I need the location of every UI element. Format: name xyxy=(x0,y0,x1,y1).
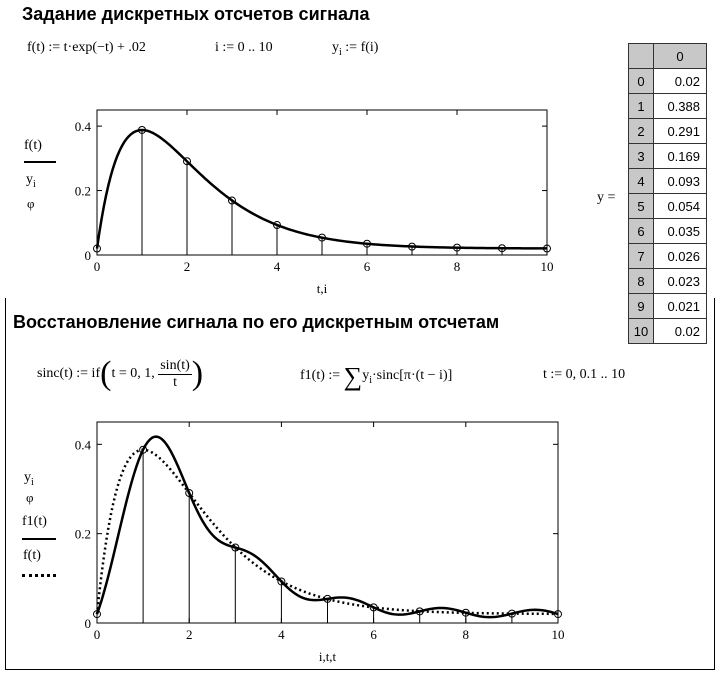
plot2-ylabel-f: f(t) xyxy=(23,548,41,563)
formula-t-range[interactable]: t := 0, 0.1 .. 10 xyxy=(543,367,626,382)
matrix-row-index: 9 xyxy=(628,293,654,319)
sinc-fraction: sin(t) t xyxy=(158,357,192,390)
matrix-row-index: 5 xyxy=(628,193,654,219)
matrix-row: 3 0.169 xyxy=(628,143,707,169)
sinc-cond: t = 0, 1, xyxy=(111,366,155,381)
plot1-marker-legend-icon: φ xyxy=(27,196,35,211)
matrix-cell[interactable]: 0.054 xyxy=(653,193,707,219)
y-tick-label: 0.2 xyxy=(75,184,91,199)
x-tick-label: 0 xyxy=(94,627,101,642)
plot1-ylabel-f: f(t) xyxy=(24,138,42,153)
plot-frame xyxy=(96,109,548,256)
formula-y-definition[interactable]: yi := f(i) xyxy=(332,40,378,58)
formula-f-definition[interactable]: f(t) := t·exp(−t) + .02 xyxy=(27,40,146,55)
sum-symbol: ∑ xyxy=(343,362,363,391)
matrix-row-index: 8 xyxy=(628,268,654,294)
series-line-f1 xyxy=(95,435,559,619)
plot2-chart[interactable]: 0 2 4 6 8 10 0 0.2 0.4 i,t,t xyxy=(60,410,580,676)
matrix-row: 0 0.02 xyxy=(628,68,707,94)
x-axis-label: t,i xyxy=(317,281,328,296)
x-tick-label: 6 xyxy=(364,259,371,274)
y-tick-label: 0.4 xyxy=(75,437,92,452)
plot1-legend-solid xyxy=(24,161,56,163)
matrix-row: 4 0.093 xyxy=(628,168,707,194)
plot2-legend-solid xyxy=(22,538,56,540)
sample-point xyxy=(183,157,191,166)
plot2-legend-dotted xyxy=(22,574,56,577)
x-axis-label: i,t,t xyxy=(319,649,337,664)
plot2-ylabel-f1: f1(t) xyxy=(22,514,47,529)
y-tick-label: 0.4 xyxy=(75,119,92,134)
matrix-cell[interactable]: 0.021 xyxy=(653,293,707,319)
matrix-row-index: 1 xyxy=(628,93,654,119)
matrix-row-index: 10 xyxy=(628,318,654,344)
matrix-cell[interactable]: 0.169 xyxy=(653,143,707,169)
matrix-row: 8 0.023 xyxy=(628,268,707,294)
x-tick-label: 0 xyxy=(94,259,101,274)
matrix-cell[interactable]: 0.291 xyxy=(653,118,707,144)
matrix-cell[interactable]: 0.035 xyxy=(653,218,707,244)
matrix-row-index: 0 xyxy=(628,68,654,94)
matrix-cell[interactable]: 0.093 xyxy=(653,168,707,194)
formula-f1-definition[interactable]: f1(t) := ∑yi·sinc[π·(t − i)] xyxy=(300,362,453,391)
x-tick-label: 4 xyxy=(274,259,281,274)
plot1-ylabel-y: yi xyxy=(26,172,36,190)
matrix-label: y = xyxy=(597,190,616,205)
plot2-ylabel-y: yi xyxy=(24,470,34,488)
x-tick-label: 4 xyxy=(278,627,285,642)
matrix-row: 1 0.388 xyxy=(628,93,707,119)
matrix-cell[interactable]: 0.02 xyxy=(653,318,707,344)
formula-i-range[interactable]: i := 0 .. 10 xyxy=(215,40,273,55)
y-def-rhs: := f(i) xyxy=(341,40,379,55)
matrix-row-index: 3 xyxy=(628,143,654,169)
matrix-row-index: 4 xyxy=(628,168,654,194)
matrix-cell[interactable]: 0.023 xyxy=(653,268,707,294)
matrix-row: 2 0.291 xyxy=(628,118,707,144)
matrix-cell[interactable]: 0.388 xyxy=(653,93,707,119)
heading-reconstruction: Восстановление сигнала по его дискретным… xyxy=(13,312,500,332)
sample-point xyxy=(277,577,286,586)
y-tick-label: 0 xyxy=(85,616,92,631)
sinc-paren-close: ) xyxy=(191,355,204,392)
matrix-corner xyxy=(628,43,654,69)
sinc-paren-open: ( xyxy=(100,355,112,392)
x-tick-label: 8 xyxy=(454,259,461,274)
matrix-row-index: 6 xyxy=(628,218,654,244)
series-line-f xyxy=(95,448,559,616)
x-tick-label: 6 xyxy=(370,627,377,642)
plot1-chart[interactable]: 0 2 4 6 8 10 0 0.2 0.4 t,i xyxy=(60,95,580,305)
matrix-cell[interactable]: 0.026 xyxy=(653,243,707,269)
y-tick-label: 0.2 xyxy=(75,527,91,542)
x-tick-label: 2 xyxy=(184,259,191,274)
matrix-row: 5 0.054 xyxy=(628,193,707,219)
matrix-column-header: 0 xyxy=(653,43,707,69)
matrix-y[interactable]: 0 0 0.02 1 0.388 2 0.291 3 0.169 4 0.093 5 0.054 6 0.… xyxy=(628,43,707,344)
formula-sinc-definition[interactable]: sinc(t) := if(t = 0, 1, sin(t) t) xyxy=(37,355,203,403)
matrix-row: 6 0.035 xyxy=(628,218,707,244)
x-tick-label: 10 xyxy=(541,259,554,274)
x-tick-label: 10 xyxy=(552,627,565,642)
matrix-row: 7 0.026 xyxy=(628,243,707,269)
plot2-marker-legend-icon: φ xyxy=(26,490,34,505)
x-tick-label: 8 xyxy=(463,627,470,642)
sample-point xyxy=(185,489,194,498)
matrix-row: 9 0.021 xyxy=(628,293,707,319)
y-def-lhs: y xyxy=(332,40,339,55)
heading-sampling: Задание дискретных отсчетов сигнала xyxy=(22,4,370,24)
matrix-cell[interactable]: 0.02 xyxy=(653,68,707,94)
matrix-row-index: 2 xyxy=(628,118,654,144)
series-line-f xyxy=(95,128,548,250)
plot-frame xyxy=(96,421,559,624)
y-def-sub: i xyxy=(339,46,342,58)
sinc-lhs: sinc(t) := if xyxy=(37,366,101,381)
sample-point xyxy=(228,196,236,205)
matrix-row: 10 0.02 xyxy=(628,318,707,344)
y-tick-label: 0 xyxy=(85,248,92,263)
matrix-row-index: 7 xyxy=(628,243,654,269)
x-tick-label: 2 xyxy=(186,627,193,642)
